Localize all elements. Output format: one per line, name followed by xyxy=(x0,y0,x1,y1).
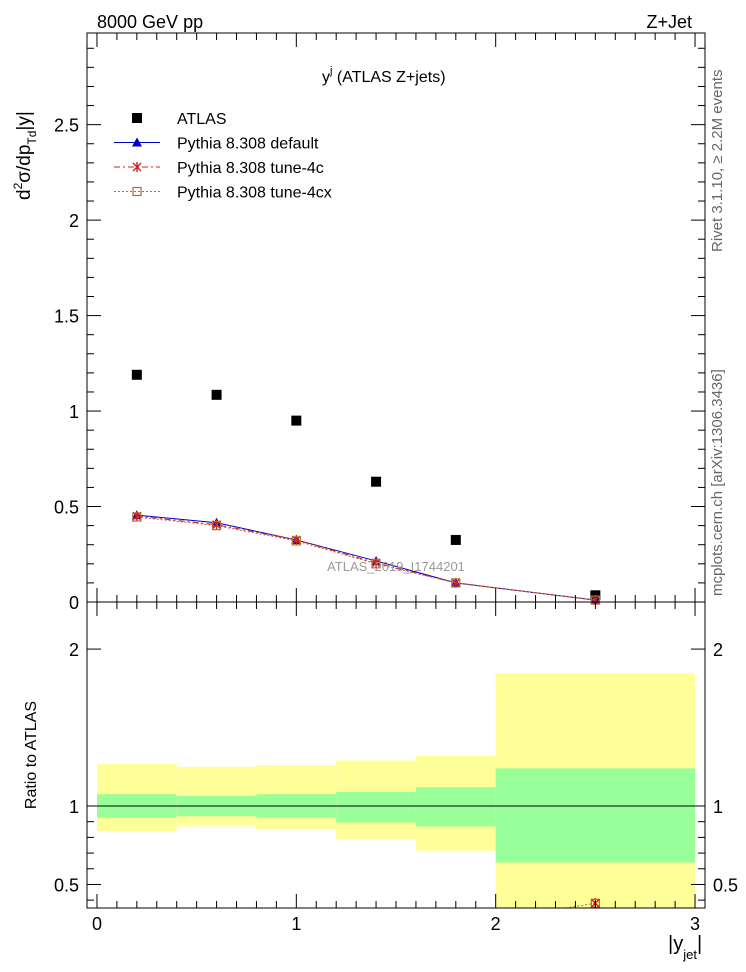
y-tick-label: 1.5 xyxy=(54,307,79,327)
ratio-bands xyxy=(87,673,705,908)
plot-title-rest: (ATLAS Z+jets) xyxy=(332,69,445,86)
legend-entry: ATLAS xyxy=(132,111,227,128)
plot-title: yj (ATLAS Z+jets) xyxy=(322,65,446,86)
legend-label: ATLAS xyxy=(177,111,227,128)
series-3 xyxy=(132,512,600,605)
data-point xyxy=(371,476,382,487)
x-axis-label: |yjet| xyxy=(668,933,702,962)
ratio-inner-band xyxy=(336,791,416,823)
plot-title-sup: j xyxy=(329,65,332,77)
ratio-tick-label-right: 2 xyxy=(713,640,723,660)
ratio-ylabel: Ratio to ATLAS xyxy=(23,701,40,809)
data-point xyxy=(450,534,461,545)
y-tick-label: 0 xyxy=(69,593,79,613)
y-tick-label: 2 xyxy=(69,211,79,231)
series-line xyxy=(136,514,596,601)
ratio-line xyxy=(565,902,596,909)
side-label-bottom: mcplots.cern.ch [arXiv:1306.3436] xyxy=(709,369,726,596)
data-point xyxy=(291,415,302,426)
side-label-top: Rivet 3.1.10, ≥ 2.2M events xyxy=(709,70,726,253)
x-ticks: 0 1 2 3 xyxy=(92,602,700,934)
legend-marker xyxy=(132,137,142,147)
x-tick-label: 0 xyxy=(92,914,102,934)
ratio-y-ticks: 0.5 0.5 1 1 2 2 xyxy=(54,640,738,901)
legend-entry: Pythia 8.308 tune-4c xyxy=(114,160,324,177)
main-series xyxy=(131,369,601,606)
data-point xyxy=(211,389,222,400)
main-ylabel: d2σ/dpTd|y| xyxy=(11,111,39,200)
main-y-ticks: 0 0.5 1 1.5 2 2.5 xyxy=(54,33,705,613)
legend-label: Pythia 8.308 tune-4cx xyxy=(177,185,332,202)
ratio-tick-label-left: 1 xyxy=(69,797,79,817)
data-point xyxy=(132,512,142,522)
ratio-inner-band xyxy=(495,768,696,863)
legend-label: Pythia 8.308 default xyxy=(177,136,319,153)
ratio-plot-panel: 0.5 0.5 1 1 2 2 0 1 2 3 Ratio to ATLAS |yjet| xyxy=(23,601,738,962)
ratio-tick-label-left: 0.5 xyxy=(54,875,79,895)
ratio-tick-label-right: 0.5 xyxy=(713,875,738,895)
legend: ATLAS Pythia 8.308 default Pythia 8.308 tu… xyxy=(114,111,332,202)
header-right: Z+Jet xyxy=(646,12,692,32)
main-plot-panel: 0 0.5 1 1.5 2 2.5 ATLAS_2019_I1744201 yj (ATL… xyxy=(11,32,706,613)
x-tick-label: 3 xyxy=(690,914,700,934)
legend-entry: Pythia 8.308 tune-4cx xyxy=(114,185,332,202)
plot-title-main: y xyxy=(322,69,330,86)
ratio-tick-label-right: 1 xyxy=(713,797,723,817)
legend-entry: Pythia 8.308 default xyxy=(114,136,319,153)
legend-marker xyxy=(132,186,142,197)
header-left: 8000 GeV pp xyxy=(97,12,203,32)
ratio-inner-band xyxy=(415,787,496,827)
data-point xyxy=(211,521,222,531)
data-point xyxy=(371,559,381,569)
y-tick-label: 1 xyxy=(69,402,79,422)
x-tick-label: 1 xyxy=(291,914,301,934)
data-point xyxy=(451,577,461,588)
data-point xyxy=(451,578,461,588)
y-tick-label: 2.5 xyxy=(54,116,79,136)
watermark: ATLAS_2019_I1744201 xyxy=(327,559,465,574)
legend-marker xyxy=(132,162,142,172)
ratio-tick-label-left: 2 xyxy=(69,640,79,660)
data-point xyxy=(131,369,142,380)
data-point xyxy=(291,536,301,546)
legend-label: Pythia 8.308 tune-4c xyxy=(177,160,324,177)
ratio-frame xyxy=(86,601,706,909)
x-tick-label: 2 xyxy=(491,914,501,934)
series-line xyxy=(136,516,596,601)
y-tick-label: 0.5 xyxy=(54,498,79,518)
legend-marker xyxy=(132,113,142,123)
